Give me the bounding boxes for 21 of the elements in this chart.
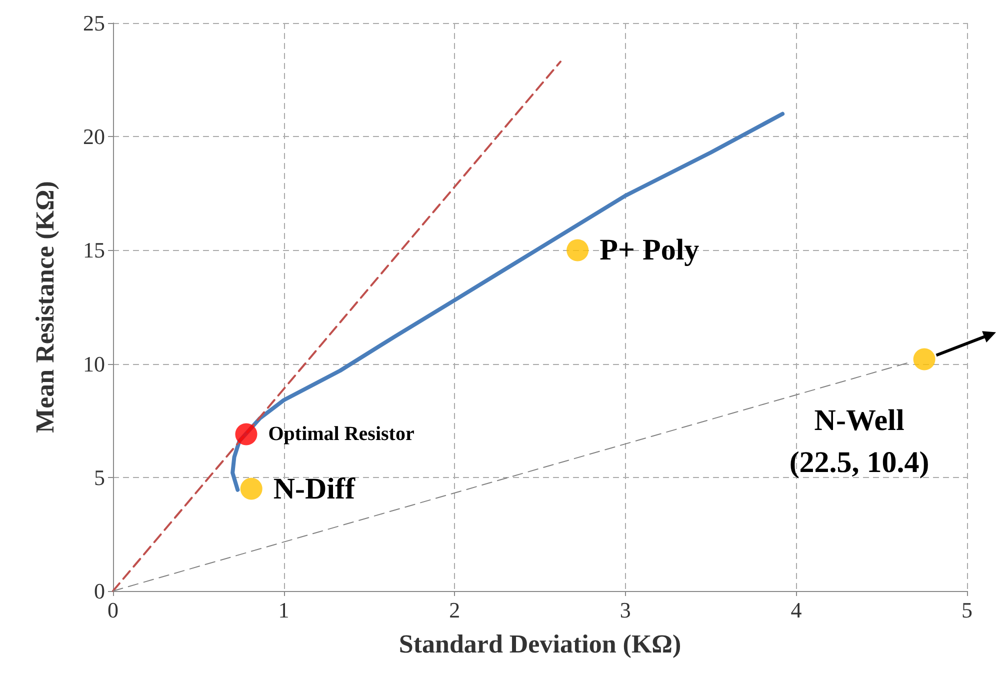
y-tick-label: 15 (83, 238, 105, 263)
point (235, 423, 258, 446)
y-axis-title: Mean Resistance (KΩ) (30, 181, 60, 433)
x-tick-label: 3 (620, 598, 631, 622)
x-tick-label: 4 (790, 598, 802, 622)
point (913, 348, 936, 370)
x-axis-title: Standard Deviation (KΩ) (398, 630, 682, 658)
y-tick-label: 10 (83, 351, 105, 376)
x-tick-label: 5 (962, 598, 972, 622)
point (566, 239, 589, 262)
annotation: N-Well (22.5, 10.4) (789, 404, 930, 479)
annotation: Optimal Resistor (268, 423, 414, 446)
x-tick-label: 1 (278, 598, 290, 622)
point (240, 478, 262, 500)
x-tick-label: 2 (449, 598, 460, 622)
y-tick-label: 20 (83, 124, 105, 150)
annotation: N-Diff (273, 472, 356, 506)
y-tick-label: 25 (83, 10, 105, 36)
y-tick-label: 5 (94, 464, 105, 490)
y-tick-label: 0 (94, 578, 105, 604)
annotation: P+ Poly (600, 234, 700, 267)
